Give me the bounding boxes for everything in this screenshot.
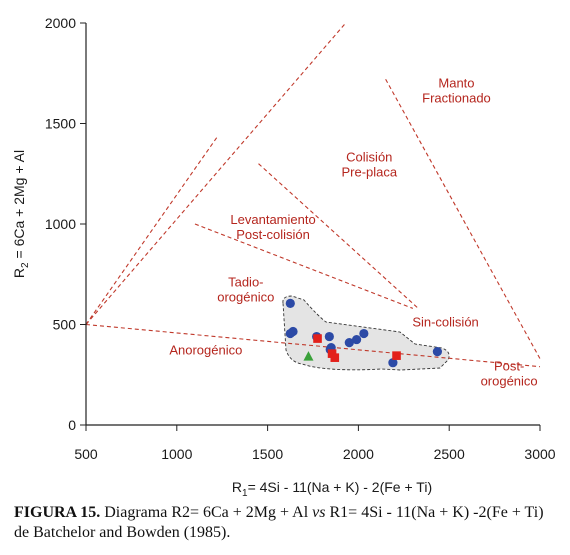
figure-caption: FIGURA 15. Diagrama R2= 6Ca + 2Mg + Al v… bbox=[14, 503, 562, 543]
data-point-circle bbox=[344, 337, 354, 348]
data-point-circle bbox=[388, 358, 398, 368]
data-point-square bbox=[392, 351, 401, 360]
x-tick-label: 2500 bbox=[434, 446, 465, 462]
data-point-circle bbox=[324, 331, 334, 342]
field-label: Colisión Pre-placa bbox=[341, 150, 397, 180]
y-tick-label: 2000 bbox=[45, 15, 76, 31]
y-tick-label: 1000 bbox=[45, 216, 76, 232]
x-tick-label: 1000 bbox=[161, 446, 192, 462]
field-label: Levantamiento Post-colisión bbox=[230, 212, 315, 242]
x-axis-title: R1= 4Si - 11(Na + K) - 2(Fe + Ti) bbox=[232, 479, 432, 499]
x-tick-labels: 500 1000 1500 2000 2500 3000 bbox=[74, 425, 556, 462]
field-boundary-line bbox=[85, 137, 218, 325]
x-tick-label: 500 bbox=[74, 446, 98, 462]
data-point-circle bbox=[432, 347, 442, 357]
caption-label: FIGURA 15. bbox=[14, 504, 101, 521]
y-tick-label: 500 bbox=[53, 317, 77, 333]
field-label: Post-orogénico bbox=[481, 359, 538, 389]
y-tick-labels: 0 500 1000 1500 2000 bbox=[45, 15, 86, 433]
y-axis-title: R2 = 6Ca + 2Mg + Al bbox=[11, 150, 31, 278]
field-boundary-line bbox=[194, 223, 414, 309]
x-tick-label: 2000 bbox=[343, 446, 374, 462]
data-point-triangle bbox=[303, 351, 314, 361]
data-points bbox=[285, 298, 442, 368]
y-tick-label: 1500 bbox=[45, 116, 76, 132]
caption-text-end: R1= 4Si - 11(Na + K) -2(Fe + Ti) de Batc… bbox=[14, 504, 544, 541]
data-point-circle bbox=[359, 328, 369, 339]
y-tick-label: 0 bbox=[68, 417, 76, 433]
x-tick-label: 1500 bbox=[252, 446, 283, 462]
field-label: Anorogénico bbox=[169, 343, 242, 358]
field-boundary-line bbox=[85, 22, 347, 325]
caption-text: Diagrama R2= 6Ca + 2Mg + Al bbox=[100, 504, 313, 521]
data-point-circle bbox=[285, 298, 295, 308]
field-boundary-line bbox=[85, 323, 541, 368]
data-point-circle bbox=[288, 326, 298, 337]
r1-r2-discrimination-chart: 0 500 1000 1500 2000 500 1000 1500 2000 2500 3000… bbox=[11, 15, 556, 499]
caption-italic: vs bbox=[312, 504, 326, 521]
field-label: Manto Fractionado bbox=[422, 75, 491, 105]
field-label: Sin-colisión bbox=[412, 315, 478, 330]
data-point-square bbox=[330, 353, 340, 362]
field-boundary-lines bbox=[85, 22, 541, 368]
data-point-square bbox=[313, 334, 322, 343]
data-point-circle bbox=[351, 334, 362, 345]
x-tick-label: 3000 bbox=[524, 446, 555, 462]
field-boundary-line bbox=[258, 163, 419, 309]
field-label: Tadio-orogénico bbox=[217, 274, 274, 304]
field-labels: Manto Fractionado Colisión Pre-placa Levanta… bbox=[169, 75, 537, 388]
